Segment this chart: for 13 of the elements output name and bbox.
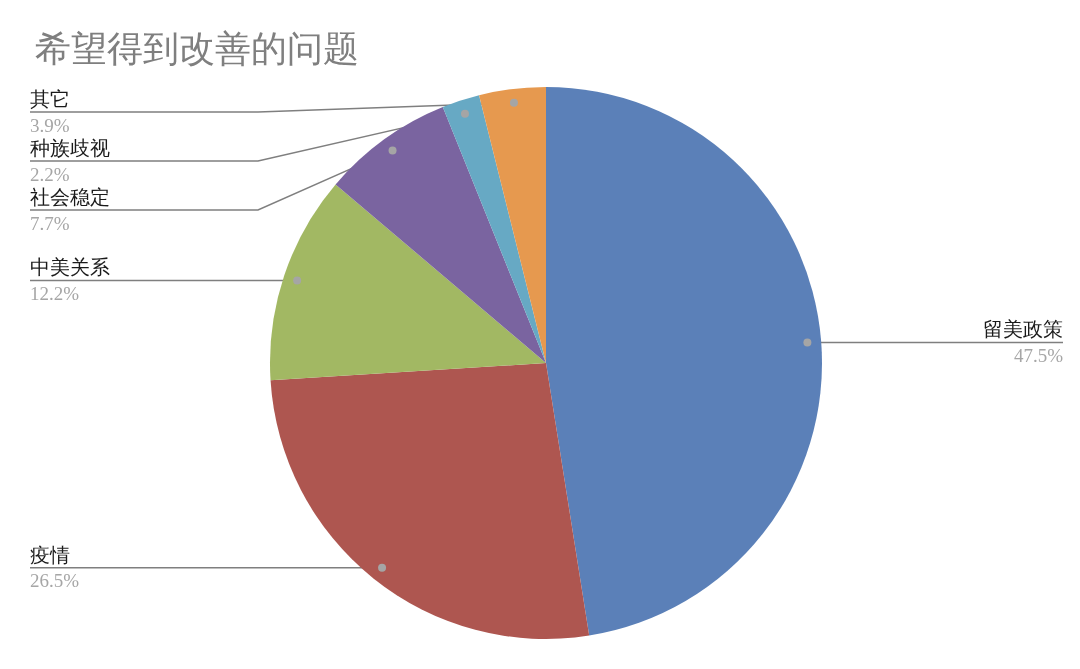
data-label: 47.5% [1013, 344, 1064, 366]
data-label: 2.2% [30, 163, 70, 185]
slice-label: 中美关系 [30, 256, 110, 279]
data-label: 12.2% [30, 282, 80, 304]
slice-label: 社会稳定 [30, 186, 110, 208]
chart-title: 希望得到改善的问题 [35, 29, 359, 69]
slice-label: 种族歧视 [30, 137, 110, 159]
slice-label: 其它 [30, 88, 70, 110]
slice-label: 留美政策 [983, 318, 1063, 341]
data-label: 26.5% [30, 570, 80, 592]
data-label: 7.7% [30, 212, 70, 234]
slice-label: 疫情 [30, 543, 70, 566]
data-label: 3.9% [30, 114, 70, 136]
